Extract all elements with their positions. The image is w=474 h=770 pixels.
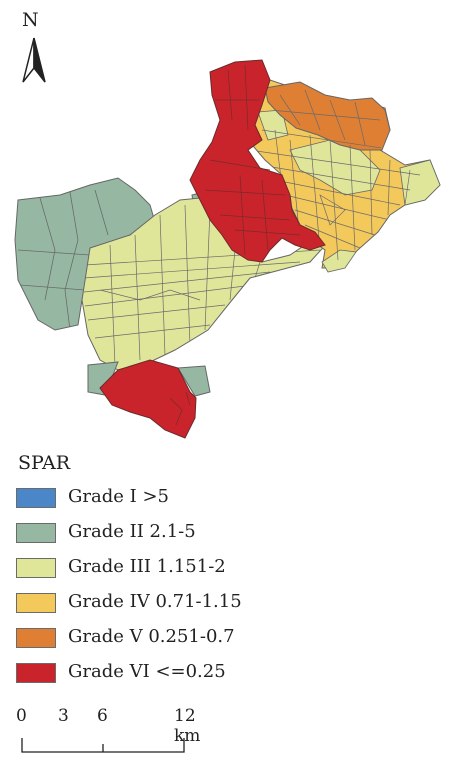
legend-title: SPAR xyxy=(18,452,71,474)
legend-swatch xyxy=(16,663,56,683)
legend-swatch xyxy=(16,488,56,508)
legend-label: Grade II 2.1-5 xyxy=(68,521,196,542)
spar-grade-map xyxy=(14,59,441,439)
grade-iii-region-east-3 xyxy=(321,249,357,273)
legend-label: Grade IV 0.71-1.15 xyxy=(68,591,242,612)
grade-vi-region-south xyxy=(99,359,197,439)
scale-tick-label-6: 6 xyxy=(97,706,108,726)
scale-bar: 0 3 6 12 km xyxy=(14,706,224,756)
grade-v-region-northeast xyxy=(264,81,391,151)
legend-swatch xyxy=(16,523,56,543)
scale-tick-label-3: 3 xyxy=(58,706,69,726)
legend-label: Grade VI <=0.25 xyxy=(68,661,226,682)
legend-swatch xyxy=(16,593,56,613)
grade-vi-region-north xyxy=(189,59,326,263)
legend-label: Grade I >5 xyxy=(68,486,169,507)
legend-label: Grade III 1.151-2 xyxy=(68,556,226,577)
north-arrow-icon xyxy=(22,37,46,83)
scale-tick-label-12: 12 km xyxy=(174,706,201,746)
scale-bar-line xyxy=(21,738,185,753)
legend-swatch xyxy=(16,628,56,648)
legend-label: Grade V 0.251-0.7 xyxy=(68,626,235,647)
legend-swatch xyxy=(16,558,56,578)
scale-tick-label-0: 0 xyxy=(16,706,27,726)
grade-ii-region-south-east xyxy=(177,365,211,397)
north-arrow-letter: N xyxy=(22,9,39,31)
